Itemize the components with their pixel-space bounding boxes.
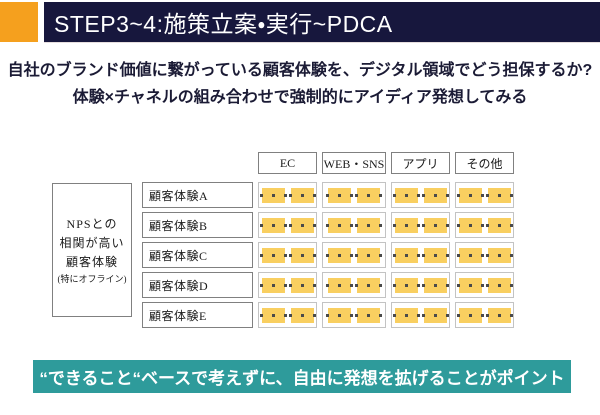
sticky-note <box>355 277 382 293</box>
sticky-note <box>288 247 316 263</box>
matrix-row: 顧客体験D <box>142 272 514 298</box>
sticky-note <box>485 247 513 263</box>
matrix-row: 顧客体験A <box>142 182 514 208</box>
matrix-cell <box>322 242 386 268</box>
matrix-cell <box>455 272 514 298</box>
matrix-cell <box>258 212 317 238</box>
matrix-cell <box>322 212 386 238</box>
matrix-cell <box>322 302 386 328</box>
sticky-note <box>326 277 353 293</box>
sticky-note <box>259 187 287 203</box>
row-label: 顧客体験D <box>142 272 253 298</box>
sticky-note <box>355 187 382 203</box>
sticky-note <box>421 247 449 263</box>
sticky-note <box>421 277 449 293</box>
sticky-note <box>326 247 353 263</box>
row-label: 顧客体験E <box>142 302 253 328</box>
matrix-cell <box>322 272 386 298</box>
matrix-row: 顧客体験B <box>142 212 514 238</box>
sticky-note <box>421 217 449 233</box>
matrix-cell <box>391 302 450 328</box>
slide-title: STEP3~4:施策立案・実行~PDCA <box>54 11 393 37</box>
matrix-row: 顧客体験E <box>142 302 514 328</box>
sticky-note <box>392 247 420 263</box>
side-label-line: 顧客体験 <box>65 254 118 269</box>
sticky-note <box>392 217 420 233</box>
sticky-note <box>355 247 382 263</box>
sticky-note <box>456 247 484 263</box>
matrix-cell <box>455 302 514 328</box>
sticky-note <box>392 307 420 323</box>
matrix-cell <box>258 272 317 298</box>
sticky-note <box>326 187 353 203</box>
intro-line-2: 体験×チャネルの組み合わせで強制的にアイディア発想してみる <box>72 89 528 106</box>
side-label-line: NPSとの <box>66 216 118 231</box>
sticky-note <box>456 217 484 233</box>
sticky-note <box>392 277 420 293</box>
sticky-note <box>288 307 316 323</box>
matrix-cell <box>455 242 514 268</box>
intro-block: 自社のブランド価値に繋がっている顧客体験を、デジタル領域でどう担保するか? 体験… <box>0 58 600 112</box>
sticky-note <box>259 217 287 233</box>
sticky-note <box>421 307 449 323</box>
column-header: アプリ <box>391 152 450 174</box>
column-header: WEB・SNS <box>322 152 386 174</box>
matrix-row: 顧客体験C <box>142 242 514 268</box>
column-header: EC <box>258 152 317 174</box>
sticky-note <box>355 307 382 323</box>
sticky-note <box>456 277 484 293</box>
title-bar: STEP3~4:施策立案・実行~PDCA <box>44 2 600 43</box>
experience-channel-matrix: EC WEB・SNS アプリ その他 顧客体験A 顧客体験B 顧客体験C 顧客体験D 顧客体験… <box>142 152 514 332</box>
sticky-note <box>326 307 353 323</box>
sticky-note <box>456 307 484 323</box>
sticky-note <box>326 217 353 233</box>
matrix-cell <box>391 182 450 208</box>
row-label: 顧客体験B <box>142 212 253 238</box>
side-label-box: NPSとの 相関が高い 顧客体験 (特にオフライン) <box>52 183 132 317</box>
sticky-note <box>259 307 287 323</box>
sticky-note <box>485 217 513 233</box>
sticky-note <box>485 277 513 293</box>
matrix-body: 顧客体験A 顧客体験B 顧客体験C 顧客体験D 顧客体験E <box>142 182 514 328</box>
sticky-note <box>485 307 513 323</box>
matrix-cell <box>391 272 450 298</box>
side-label-line: 相関が高い <box>59 235 125 250</box>
sticky-note <box>456 187 484 203</box>
footer-banner: “できること“ベースで考えずに、自由に発想を拡げることがポイント <box>33 360 571 393</box>
footer-message: “できること“ベースで考えずに、自由に発想を拡げることがポイント <box>39 369 565 388</box>
sticky-note <box>288 277 316 293</box>
matrix-cell <box>391 242 450 268</box>
sticky-note <box>485 187 513 203</box>
matrix-cell <box>258 302 317 328</box>
sticky-note <box>259 247 287 263</box>
row-label: 顧客体験C <box>142 242 253 268</box>
matrix-cell <box>322 182 386 208</box>
matrix-cell <box>391 212 450 238</box>
matrix-cell <box>455 182 514 208</box>
title-accent-block <box>0 2 38 42</box>
sticky-note <box>288 187 316 203</box>
matrix-cell <box>258 242 317 268</box>
matrix-header-row: EC WEB・SNS アプリ その他 <box>258 152 514 174</box>
matrix-cell <box>258 182 317 208</box>
matrix-cell <box>455 212 514 238</box>
sticky-note <box>288 217 316 233</box>
sticky-note <box>259 277 287 293</box>
side-label-note: (特にオフライン) <box>57 273 127 284</box>
sticky-note <box>421 187 449 203</box>
row-label: 顧客体験A <box>142 182 253 208</box>
intro-line-1: 自社のブランド価値に繋がっている顧客体験を、デジタル領域でどう担保するか? <box>7 62 593 79</box>
sticky-note <box>355 217 382 233</box>
column-header: その他 <box>455 152 514 174</box>
sticky-note <box>392 187 420 203</box>
